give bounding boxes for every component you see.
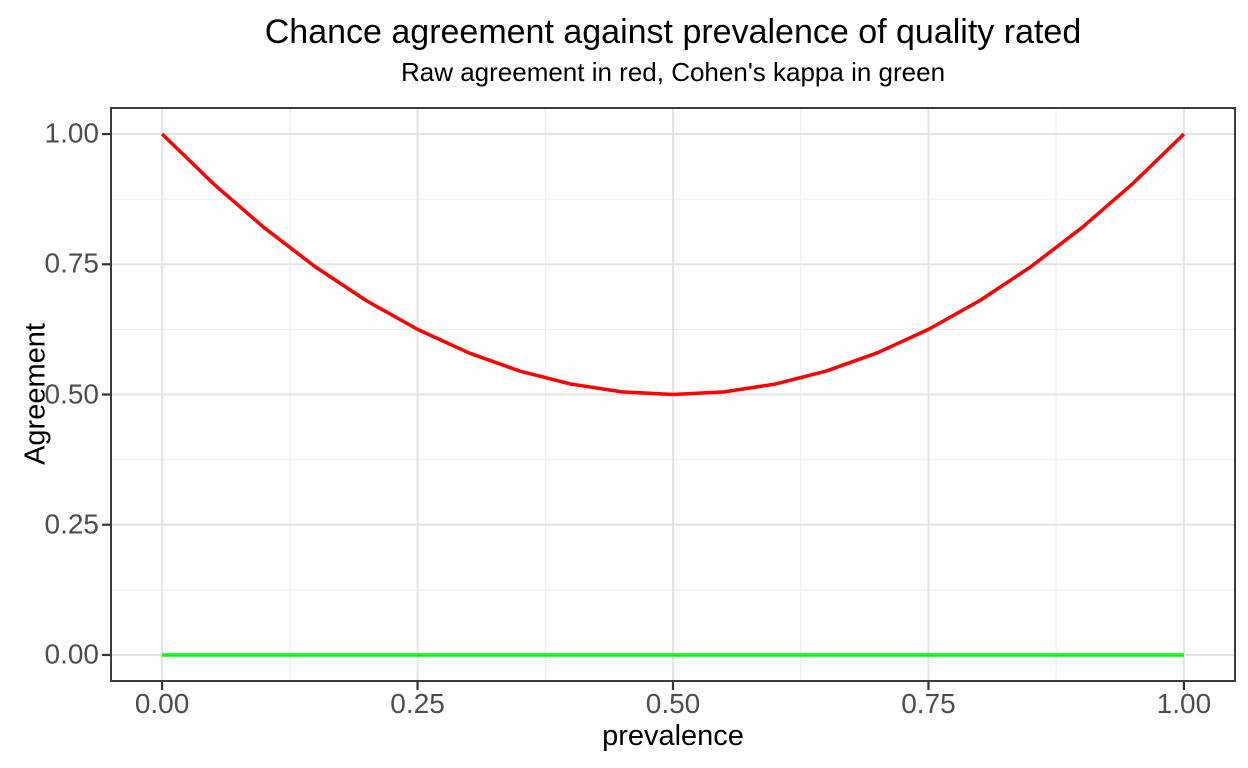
- y-tick-label: 0.75: [44, 247, 100, 279]
- x-tick-label: 0.75: [901, 688, 956, 719]
- panel-border: [110, 107, 1236, 682]
- chart-subtitle: Raw agreement in red, Cohen's kappa in g…: [400, 57, 946, 87]
- x-tick-label: 0.50: [645, 688, 701, 719]
- y-tick-label: 0.00: [44, 638, 100, 670]
- x-axis-title: prevalence: [602, 720, 744, 752]
- x-tick-label: 0.25: [390, 688, 445, 719]
- y-tick-label: 1.00: [44, 117, 100, 149]
- raw-agreement-line: [160, 132, 1186, 397]
- y-tick-label: 0.25: [44, 508, 100, 540]
- x-tick-label: 1.00: [1156, 688, 1212, 719]
- x-tick-label: 0.00: [134, 688, 190, 719]
- chart-title: Chance agreement against prevalence of q…: [264, 13, 1082, 51]
- y-tick-label: 0.50: [44, 377, 100, 409]
